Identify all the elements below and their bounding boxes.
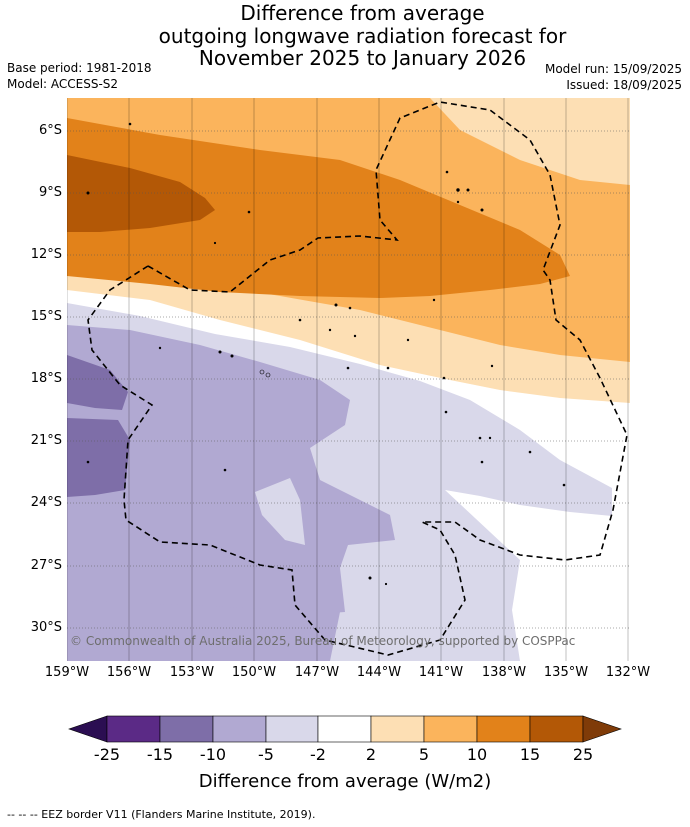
meta-right: Model run: 15/09/2025 Issued: 18/09/2025 bbox=[545, 61, 682, 93]
colorbar-bin-6 bbox=[370, 715, 425, 743]
lat-tick: 27°S bbox=[30, 558, 62, 573]
lat-tick: 24°S bbox=[30, 495, 62, 510]
colorbar-bin-3 bbox=[212, 715, 267, 743]
colorbar-tick: 2 bbox=[365, 745, 377, 764]
contour-neg-5 bbox=[67, 325, 395, 661]
colorbar-tick: 5 bbox=[418, 745, 430, 764]
meta-left: Base period: 1981-2018 Model: ACCESS-S2 bbox=[7, 60, 152, 92]
lat-tick: 30°S bbox=[30, 620, 62, 635]
title-line-3: November 2025 to January 2026 bbox=[198, 46, 527, 70]
lat-tick: 6°S bbox=[38, 123, 62, 138]
contour-pos-15 bbox=[67, 155, 215, 232]
colorbar-tick: -10 bbox=[199, 745, 227, 764]
colorbar-bin-4 bbox=[265, 715, 319, 743]
colorbar-bin-9 bbox=[529, 715, 584, 743]
colorbar-label: Difference from average (W/m2) bbox=[198, 771, 492, 792]
colorbar-bin-1 bbox=[106, 715, 161, 743]
model-run: Model run: 15/09/2025 bbox=[544, 62, 682, 76]
contour-pos-10 bbox=[67, 118, 570, 298]
contour-neg-2-hole bbox=[255, 478, 305, 545]
contour-neg-5-lower bbox=[67, 600, 340, 661]
lon-tick: 156°W bbox=[106, 665, 152, 680]
lon-tick: 141°W bbox=[418, 665, 464, 680]
colorbar-tick: -5 bbox=[258, 745, 274, 764]
lat-tick: 9°S bbox=[38, 185, 62, 200]
lat-tick: 18°S bbox=[30, 371, 62, 386]
colorbar-tick: -15 bbox=[146, 745, 174, 764]
eez-borders bbox=[87, 101, 628, 656]
lon-tick: 138°W bbox=[481, 665, 527, 680]
colorbar-bin-8 bbox=[476, 715, 531, 743]
colorbar-extend-high bbox=[582, 715, 622, 743]
title-line-2: outgoing longwave radiation forecast for bbox=[158, 23, 567, 48]
contour-neg-10-lower bbox=[67, 418, 130, 497]
lat-tick: 21°S bbox=[30, 433, 62, 448]
lon-tick: 132°W bbox=[605, 665, 651, 680]
lat-tick: 12°S bbox=[30, 247, 62, 262]
colorbar bbox=[68, 715, 622, 743]
map-meridians bbox=[67, 98, 629, 661]
colorbar-extend-low bbox=[68, 715, 108, 743]
copyright-notice: © Commonwealth of Australia 2025, Bureau… bbox=[70, 634, 576, 648]
colorbar-tick: 25 bbox=[572, 745, 594, 764]
lon-tick: 147°W bbox=[294, 665, 340, 680]
base-period: Base period: 1981-2018 bbox=[7, 61, 152, 75]
model-name: Model: ACCESS-S2 bbox=[7, 77, 119, 91]
eez-cook-north bbox=[147, 101, 628, 561]
issue-date: Issued: 18/09/2025 bbox=[566, 78, 682, 92]
colorbar-tick: -2 bbox=[310, 745, 326, 764]
map-gridlines bbox=[67, 130, 630, 629]
colorbar-bin-5 bbox=[317, 715, 372, 743]
islands bbox=[86, 122, 566, 586]
map-title: Difference from average outgoing longwav… bbox=[0, 2, 690, 70]
colorbar-tick: 15 bbox=[519, 745, 541, 764]
colorbar-bin-7 bbox=[423, 715, 478, 743]
lon-tick: 135°W bbox=[543, 665, 589, 680]
map-field bbox=[67, 98, 630, 661]
lat-tick: 15°S bbox=[30, 309, 62, 324]
eez-legend: -- -- -- EEZ border V11 (Flanders Marine… bbox=[7, 808, 316, 821]
colorbar-tick: 10 bbox=[466, 745, 488, 764]
colorbar-bin-2 bbox=[159, 715, 214, 743]
lon-tick: 153°W bbox=[169, 665, 215, 680]
contour-neg-10-upper bbox=[67, 355, 128, 410]
colorbar-tick: -25 bbox=[93, 745, 121, 764]
lon-tick: 159°W bbox=[44, 665, 90, 680]
title-line-1: Difference from average bbox=[240, 1, 485, 25]
lon-tick: 144°W bbox=[356, 665, 402, 680]
lon-tick: 150°W bbox=[231, 665, 277, 680]
